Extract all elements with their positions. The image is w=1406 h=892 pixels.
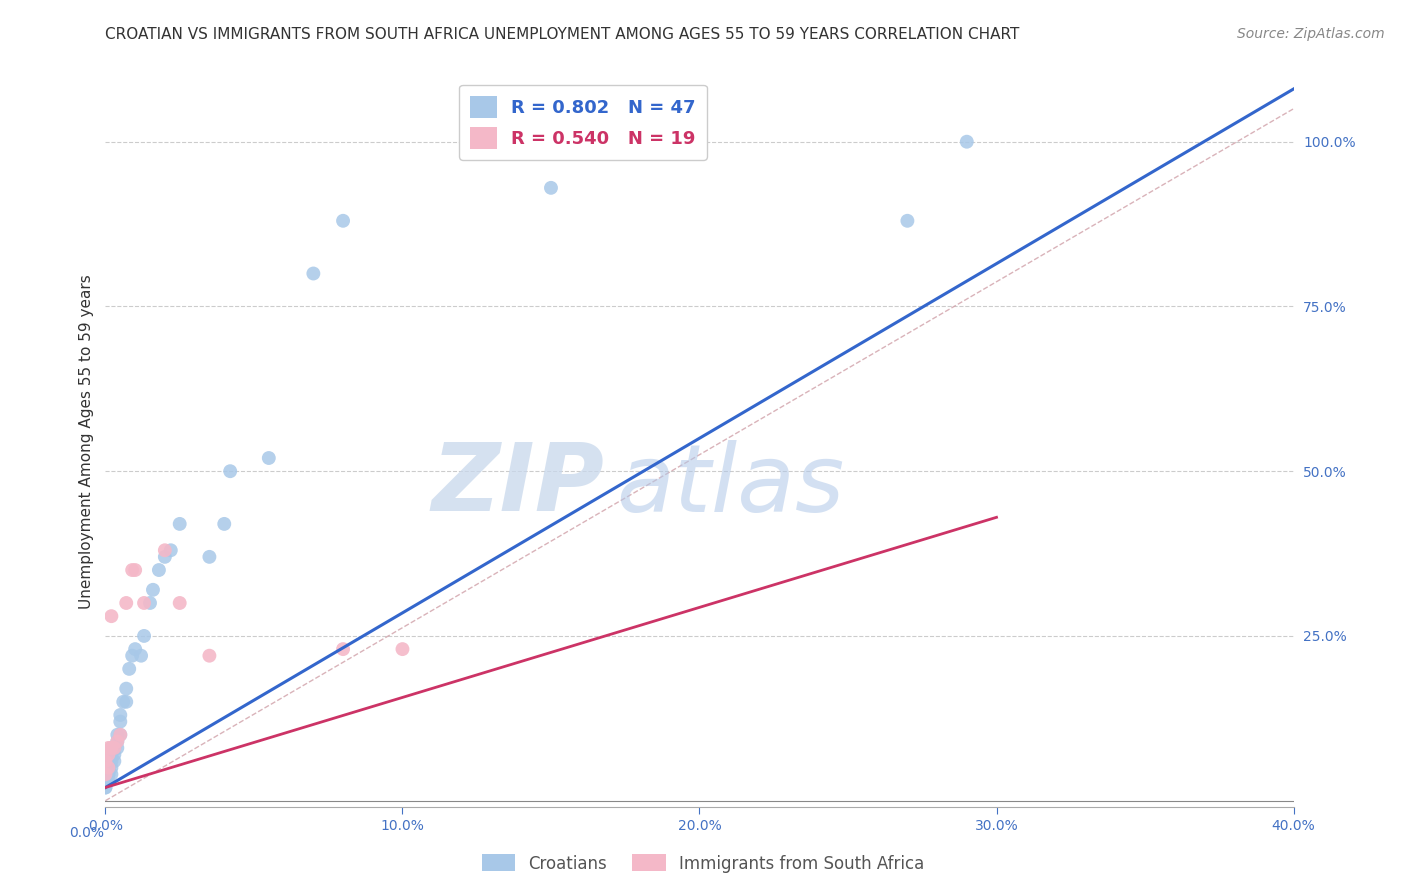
Point: [110, 728, 132, 742]
Point: [97, 747, 120, 762]
Point: [332, 214, 354, 228]
Point: [198, 549, 221, 564]
Legend: R = 0.802   N = 47, R = 0.540   N = 19: R = 0.802 N = 47, R = 0.540 N = 19: [458, 85, 707, 160]
Point: [97, 741, 120, 756]
Point: [214, 516, 236, 531]
Text: ZIP: ZIP: [432, 440, 605, 532]
Point: [124, 642, 146, 657]
Point: [540, 181, 562, 195]
Point: [97, 747, 120, 762]
Point: [132, 596, 155, 610]
Point: [110, 714, 132, 729]
Point: [129, 648, 152, 663]
Point: [169, 516, 191, 531]
Point: [110, 708, 132, 723]
Legend: Croatians, Immigrants from South Africa: Croatians, Immigrants from South Africa: [475, 847, 931, 880]
Point: [169, 596, 191, 610]
Point: [100, 767, 122, 781]
Point: [94, 773, 117, 788]
Point: [100, 741, 122, 756]
Point: [97, 767, 120, 781]
Point: [142, 582, 165, 597]
Point: [159, 543, 181, 558]
Point: [94, 767, 117, 781]
Point: [94, 780, 117, 795]
Text: 0.0%: 0.0%: [69, 826, 104, 839]
Point: [100, 761, 122, 775]
Point: [94, 780, 117, 795]
Point: [121, 563, 143, 577]
Point: [105, 734, 128, 748]
Text: CROATIAN VS IMMIGRANTS FROM SOUTH AFRICA UNEMPLOYMENT AMONG AGES 55 TO 59 YEARS : CROATIAN VS IMMIGRANTS FROM SOUTH AFRICA…: [105, 27, 1019, 42]
Point: [103, 741, 125, 756]
Point: [103, 747, 125, 762]
Point: [115, 681, 138, 696]
Point: [132, 629, 155, 643]
Text: Source: ZipAtlas.com: Source: ZipAtlas.com: [1237, 27, 1385, 41]
Point: [105, 741, 128, 756]
Y-axis label: Unemployment Among Ages 55 to 59 years: Unemployment Among Ages 55 to 59 years: [79, 274, 94, 609]
Point: [97, 761, 120, 775]
Point: [124, 563, 146, 577]
Point: [257, 450, 280, 465]
Point: [153, 543, 176, 558]
Point: [97, 754, 120, 768]
Point: [896, 214, 918, 228]
Point: [112, 695, 135, 709]
Point: [94, 754, 117, 768]
Point: [139, 596, 162, 610]
Text: atlas: atlas: [616, 440, 845, 531]
Point: [97, 761, 120, 775]
Point: [302, 267, 325, 281]
Point: [105, 728, 128, 742]
Point: [97, 773, 120, 788]
Point: [100, 609, 122, 624]
Point: [100, 747, 122, 762]
Point: [100, 741, 122, 756]
Point: [100, 754, 122, 768]
Point: [956, 135, 979, 149]
Point: [110, 728, 132, 742]
Point: [105, 734, 128, 748]
Point: [97, 761, 120, 775]
Point: [115, 596, 138, 610]
Point: [198, 648, 221, 663]
Point: [153, 549, 176, 564]
Point: [121, 648, 143, 663]
Point: [332, 642, 354, 657]
Point: [148, 563, 170, 577]
Point: [118, 662, 141, 676]
Point: [97, 767, 120, 781]
Point: [115, 695, 138, 709]
Point: [219, 464, 242, 478]
Point: [103, 741, 125, 756]
Point: [103, 754, 125, 768]
Point: [391, 642, 413, 657]
